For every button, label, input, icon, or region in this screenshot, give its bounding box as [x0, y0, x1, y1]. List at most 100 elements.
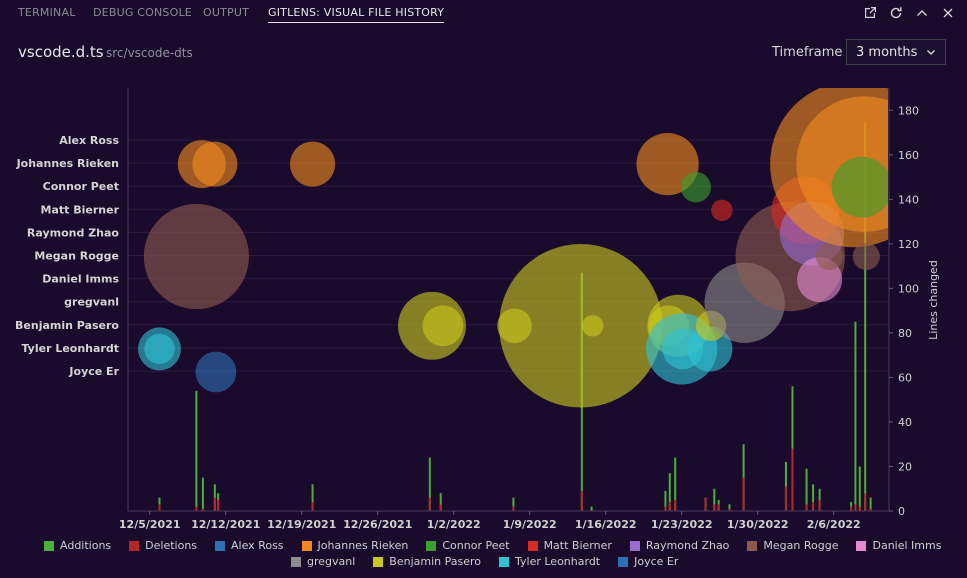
commit-bubble	[815, 242, 843, 271]
y-tick-label: 140	[898, 193, 919, 206]
deletions-bar	[812, 502, 815, 511]
author-label: Matt Bierner	[41, 203, 120, 216]
legend-item[interactable]: Raymond Zhao	[629, 539, 730, 552]
tab-debug-console[interactable]: DEBUG CONSOLE	[93, 6, 192, 19]
additions-bar	[674, 457, 677, 511]
deletions-bar	[805, 504, 808, 511]
additions-bar	[590, 506, 593, 511]
deletions-bar	[854, 504, 857, 511]
legend-item[interactable]: Benjamin Pasero	[373, 555, 481, 568]
legend-swatch	[291, 556, 301, 567]
deletions-bar	[818, 499, 821, 511]
additions-bar	[668, 473, 671, 511]
commit-bubble	[422, 305, 464, 347]
legend-item[interactable]: Daniel Imms	[856, 539, 941, 552]
legend-swatch	[629, 540, 640, 551]
commit-bubble	[138, 327, 181, 371]
x-tick-label: 1/9/2022	[503, 518, 557, 531]
legend-item[interactable]: Matt Bierner	[527, 539, 612, 552]
close-panel-icon[interactable]	[939, 4, 957, 22]
additions-bar	[311, 484, 314, 511]
legend-swatch	[215, 540, 226, 551]
deletions-bar	[858, 506, 861, 511]
y-tick-label: 180	[898, 104, 919, 117]
legend-swatch	[373, 556, 384, 567]
legend-label: Connor Peet	[442, 539, 510, 552]
commit-bubble	[831, 156, 888, 218]
y-tick-label: 0	[898, 505, 905, 518]
additions-bar	[713, 488, 716, 511]
deletions-bar	[428, 497, 431, 511]
legend-item[interactable]: gregvanl	[291, 555, 355, 568]
deletions-bar	[217, 499, 220, 511]
additions-bar	[805, 468, 808, 511]
y-tick-label: 80	[898, 327, 912, 340]
y-tick-label: 60	[898, 371, 912, 384]
y-axis-title: Lines changed	[927, 260, 940, 340]
legend-item[interactable]: Johannes Rieken	[301, 539, 409, 552]
deletions-bar	[784, 486, 787, 511]
deletions-bar	[674, 499, 677, 511]
deletions-bar	[742, 477, 745, 511]
author-label: Joyce Er	[68, 365, 119, 378]
legend-label: Matt Bierner	[543, 539, 612, 552]
tab-gitlens-visual-file-history[interactable]: GITLENS: VISUAL FILE HISTORY	[268, 6, 445, 23]
legend-item[interactable]: Additions	[44, 539, 111, 552]
legend-label: gregvanl	[307, 555, 356, 568]
author-label: gregvanl	[64, 296, 119, 309]
legend-item[interactable]: Tyler Leonhardt	[499, 555, 600, 568]
legend-swatch	[618, 556, 629, 567]
legend-swatch	[301, 540, 312, 551]
timeframe-select[interactable]: 3 months	[846, 39, 946, 65]
commit-bubble	[290, 141, 336, 187]
legend-item[interactable]: Megan Rogge	[747, 539, 838, 552]
commit-bubble	[852, 242, 880, 271]
refresh-icon[interactable]	[887, 4, 905, 22]
author-label: Daniel Imms	[42, 273, 119, 286]
legend-item[interactable]: Alex Ross	[215, 539, 284, 552]
deletions-bar	[580, 490, 583, 511]
x-tick-label: 2/6/2022	[807, 518, 861, 531]
author-label: Megan Rogge	[34, 250, 119, 263]
deletions-bar	[201, 508, 204, 511]
legend-label: Johannes Rieken	[317, 539, 409, 552]
y-tick-label: 160	[898, 149, 919, 162]
deletions-bar	[713, 504, 716, 511]
timeframe-value: 3 months	[856, 44, 918, 60]
deletions-bar	[791, 448, 794, 511]
additions-bar	[213, 484, 216, 511]
deletions-bar	[158, 504, 161, 511]
y-tick-label: 120	[898, 238, 919, 251]
legend-item[interactable]: Deletions	[129, 539, 197, 552]
file-name: vscode.d.ts	[18, 43, 104, 61]
x-tick-label: 1/30/2022	[727, 518, 789, 531]
legend-swatch	[129, 540, 140, 551]
additions-bar	[428, 457, 431, 511]
legend-label: Additions	[60, 539, 112, 552]
additions-bar	[195, 390, 198, 511]
additions-bar	[854, 321, 857, 511]
x-tick-label: 12/26/2021	[343, 518, 412, 531]
chevron-down-icon	[925, 46, 937, 62]
additions-bar	[512, 497, 515, 511]
timeframe-label: Timeframe	[772, 45, 843, 60]
open-in-editor-icon[interactable]	[861, 4, 879, 22]
deletions-bar	[213, 497, 216, 511]
deletions-bar	[512, 506, 515, 511]
tab-output[interactable]: OUTPUT	[203, 6, 250, 19]
legend-label: Raymond Zhao	[645, 539, 730, 552]
author-label: Connor Peet	[43, 180, 119, 193]
legend-item[interactable]: Connor Peet	[426, 539, 510, 552]
tab-terminal[interactable]: TERMINAL	[18, 6, 76, 19]
commit-bubble	[581, 315, 604, 337]
deletions-bar	[668, 502, 671, 511]
commit-bubble	[680, 172, 712, 203]
maximize-panel-icon[interactable]	[913, 4, 931, 22]
legend-swatch	[856, 540, 867, 551]
deletions-bar	[195, 506, 198, 511]
legend-item[interactable]: Joyce Er	[618, 555, 678, 568]
additions-bar	[858, 466, 861, 511]
author-label: Alex Ross	[59, 134, 119, 147]
x-tick-label: 12/12/2021	[191, 518, 260, 531]
